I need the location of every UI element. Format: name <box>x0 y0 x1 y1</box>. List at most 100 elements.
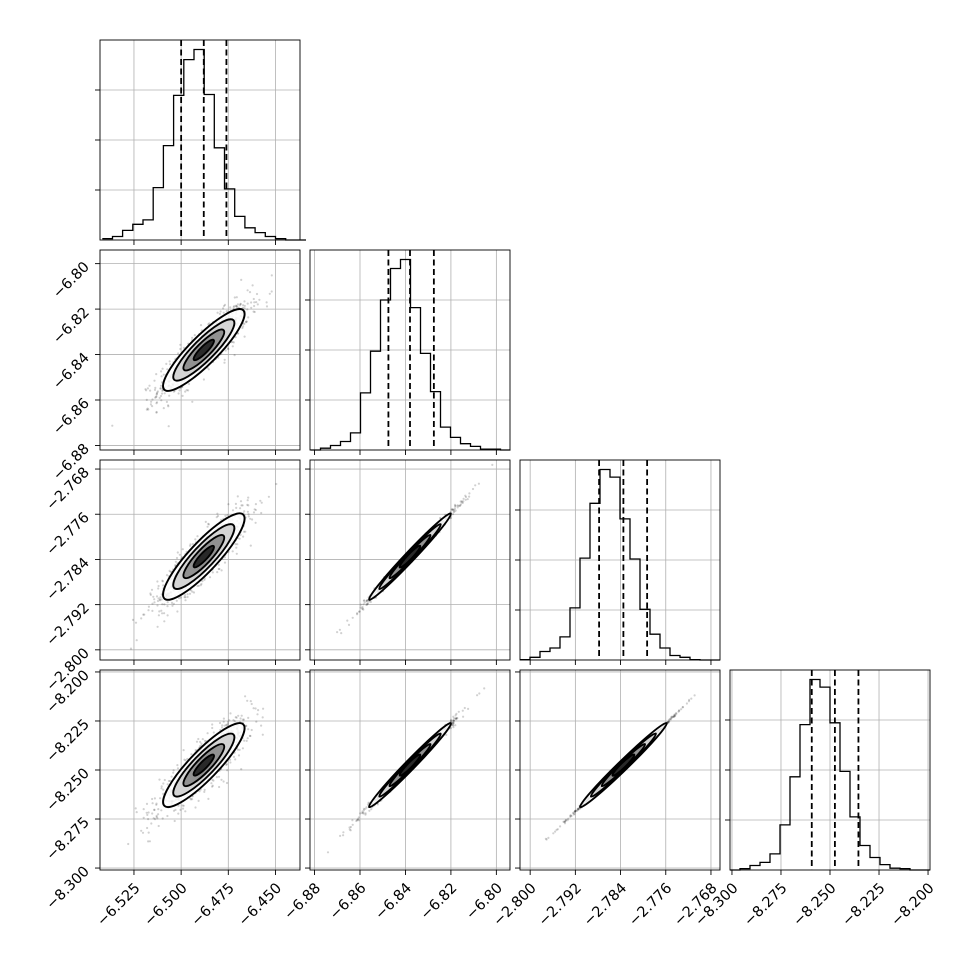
contour-level <box>192 544 215 569</box>
sample-point <box>154 386 157 389</box>
sample-point <box>246 510 249 513</box>
sample-point <box>182 346 186 349</box>
sample-point <box>478 692 481 695</box>
sample-point <box>186 593 189 596</box>
sample-point <box>157 813 160 816</box>
sample-point <box>191 543 194 546</box>
sample-point <box>166 614 169 617</box>
sample-point <box>145 811 148 814</box>
x-tick-label: −6.475 <box>189 880 238 929</box>
sample-point <box>242 325 245 328</box>
sample-point <box>150 822 153 825</box>
sample-point <box>145 408 148 411</box>
sample-point <box>349 829 352 832</box>
sample-point <box>453 510 456 513</box>
sample-point <box>236 306 239 309</box>
sample-point <box>197 737 200 741</box>
sample-point <box>155 410 158 414</box>
sample-point <box>235 296 238 299</box>
sample-point <box>159 394 163 398</box>
sample-point <box>199 324 203 327</box>
sample-point <box>237 754 241 757</box>
sample-point <box>223 358 226 361</box>
sample-point <box>149 389 152 392</box>
sample-point <box>194 806 197 809</box>
sample-point <box>366 603 369 606</box>
sample-point <box>193 334 196 337</box>
sample-point <box>208 322 211 325</box>
histogram-step-line <box>520 468 720 661</box>
sample-point <box>135 639 138 642</box>
sample-point <box>474 484 477 487</box>
sample-point <box>165 362 168 365</box>
sample-point <box>226 722 229 725</box>
sample-point <box>206 525 209 528</box>
sample-point <box>197 584 200 587</box>
sample-point <box>151 602 154 605</box>
sample-point <box>233 354 236 357</box>
sample-point <box>176 764 179 767</box>
sample-point <box>166 368 169 371</box>
sample-point <box>261 733 264 736</box>
sample-point <box>157 824 160 828</box>
sample-point <box>142 808 145 811</box>
sample-point <box>476 694 479 697</box>
sample-point <box>200 582 203 586</box>
sample-point <box>236 543 239 546</box>
sample-point <box>157 597 160 600</box>
sample-point <box>361 607 364 610</box>
sample-point <box>336 631 339 634</box>
sample-point <box>147 605 150 608</box>
sample-point <box>176 610 179 613</box>
sample-point <box>155 802 158 805</box>
sample-point <box>222 311 225 314</box>
sample-point <box>225 763 228 767</box>
sample-point <box>151 609 154 613</box>
sample-point <box>249 517 252 520</box>
sample-point <box>234 543 237 546</box>
sample-point <box>159 387 162 390</box>
sample-point <box>217 775 221 778</box>
sample-point <box>156 391 159 394</box>
sample-point <box>127 842 130 846</box>
sample-point <box>367 600 371 603</box>
sample-point <box>179 343 182 346</box>
sample-point <box>346 619 349 622</box>
sample-point <box>199 584 202 587</box>
sample-point <box>161 392 164 395</box>
y-tick-label: −8.250 <box>44 766 93 815</box>
sample-point <box>326 851 330 854</box>
sample-point <box>185 389 188 392</box>
sample-point <box>226 769 229 772</box>
contour-group <box>162 512 246 601</box>
sample-point <box>233 296 236 299</box>
sample-point <box>267 495 270 498</box>
sample-point <box>256 713 259 716</box>
sample-point <box>348 826 351 829</box>
sample-point <box>154 396 157 399</box>
sample-point <box>153 808 156 812</box>
sample-point <box>232 755 236 759</box>
sample-point <box>464 498 467 501</box>
sample-point <box>191 798 194 801</box>
sample-point <box>255 292 259 296</box>
sample-point <box>160 370 163 373</box>
sample-point <box>253 508 256 511</box>
sample-point <box>249 700 252 703</box>
sample-point <box>194 538 197 541</box>
sample-point <box>239 717 242 720</box>
sample-point <box>223 361 226 364</box>
sample-point <box>218 785 221 789</box>
sample-point <box>439 516 442 520</box>
sample-point <box>142 816 145 819</box>
sample-point <box>351 616 354 619</box>
sample-point <box>467 707 470 711</box>
sample-point <box>215 776 218 779</box>
sample-point <box>223 303 227 306</box>
sample-point <box>356 613 359 616</box>
sample-point <box>235 305 238 308</box>
sample-point <box>227 348 230 351</box>
sample-point <box>243 530 246 533</box>
sample-point <box>270 274 273 277</box>
sample-point <box>254 503 257 506</box>
